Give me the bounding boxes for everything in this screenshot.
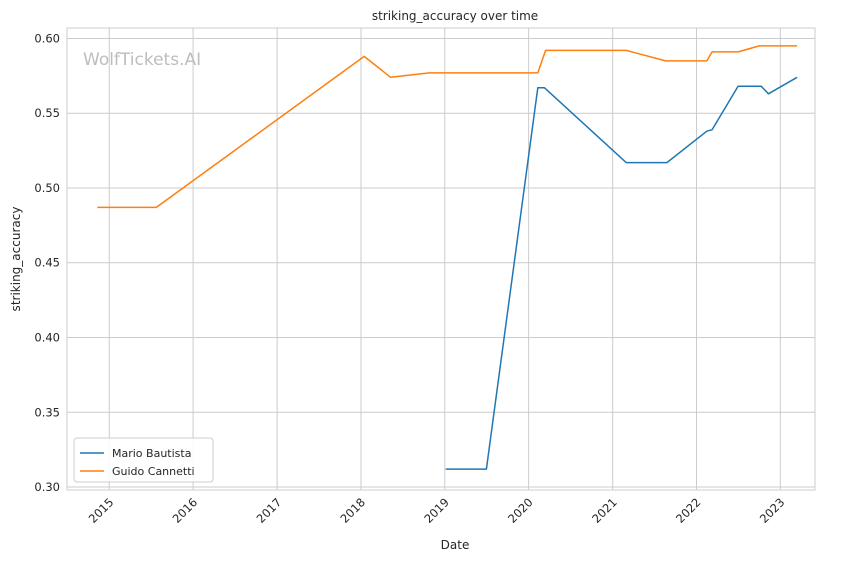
chart-title: striking_accuracy over time xyxy=(372,9,538,23)
y-axis-ticks: 0.30 0.35 0.40 0.45 0.50 0.55 0.60 xyxy=(34,31,60,494)
y-tick-label: 0.35 xyxy=(34,405,60,419)
x-tick-label: 2023 xyxy=(757,495,788,526)
legend: Mario Bautista Guido Cannetti xyxy=(73,437,214,483)
y-tick-label: 0.30 xyxy=(34,480,60,494)
y-tick-label: 0.55 xyxy=(34,106,60,120)
x-axis-ticks: 2015 2016 2017 2018 2019 2020 2021 2022 2023 xyxy=(86,495,788,526)
x-axis-label: Date xyxy=(441,538,470,552)
plot-area xyxy=(67,28,815,490)
legend-label: Guido Cannetti xyxy=(112,465,195,478)
legend-label: Mario Bautista xyxy=(112,447,191,460)
y-tick-label: 0.45 xyxy=(34,256,60,270)
x-tick-label: 2017 xyxy=(254,495,285,526)
x-tick-label: 2016 xyxy=(170,495,201,526)
grid-lines xyxy=(67,28,815,490)
legend-box xyxy=(73,437,214,483)
x-tick-label: 2015 xyxy=(86,495,117,526)
x-tick-label: 2018 xyxy=(337,495,368,526)
x-tick-label: 2020 xyxy=(505,495,536,526)
y-tick-label: 0.60 xyxy=(34,31,60,45)
y-axis-label: striking_accuracy xyxy=(9,207,23,312)
x-tick-label: 2019 xyxy=(421,495,452,526)
watermark: WolfTickets.AI xyxy=(83,50,201,70)
x-tick-label: 2021 xyxy=(589,495,620,526)
series-line-1 xyxy=(445,76,798,470)
series-line-2 xyxy=(97,45,798,209)
series-layer xyxy=(97,45,798,470)
y-tick-label: 0.50 xyxy=(34,181,60,195)
plot-frame xyxy=(66,27,816,491)
x-tick-label: 2022 xyxy=(673,495,704,526)
y-tick-label: 0.40 xyxy=(34,330,60,344)
